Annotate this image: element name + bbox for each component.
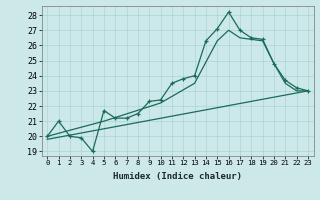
X-axis label: Humidex (Indice chaleur): Humidex (Indice chaleur) [113,172,242,181]
